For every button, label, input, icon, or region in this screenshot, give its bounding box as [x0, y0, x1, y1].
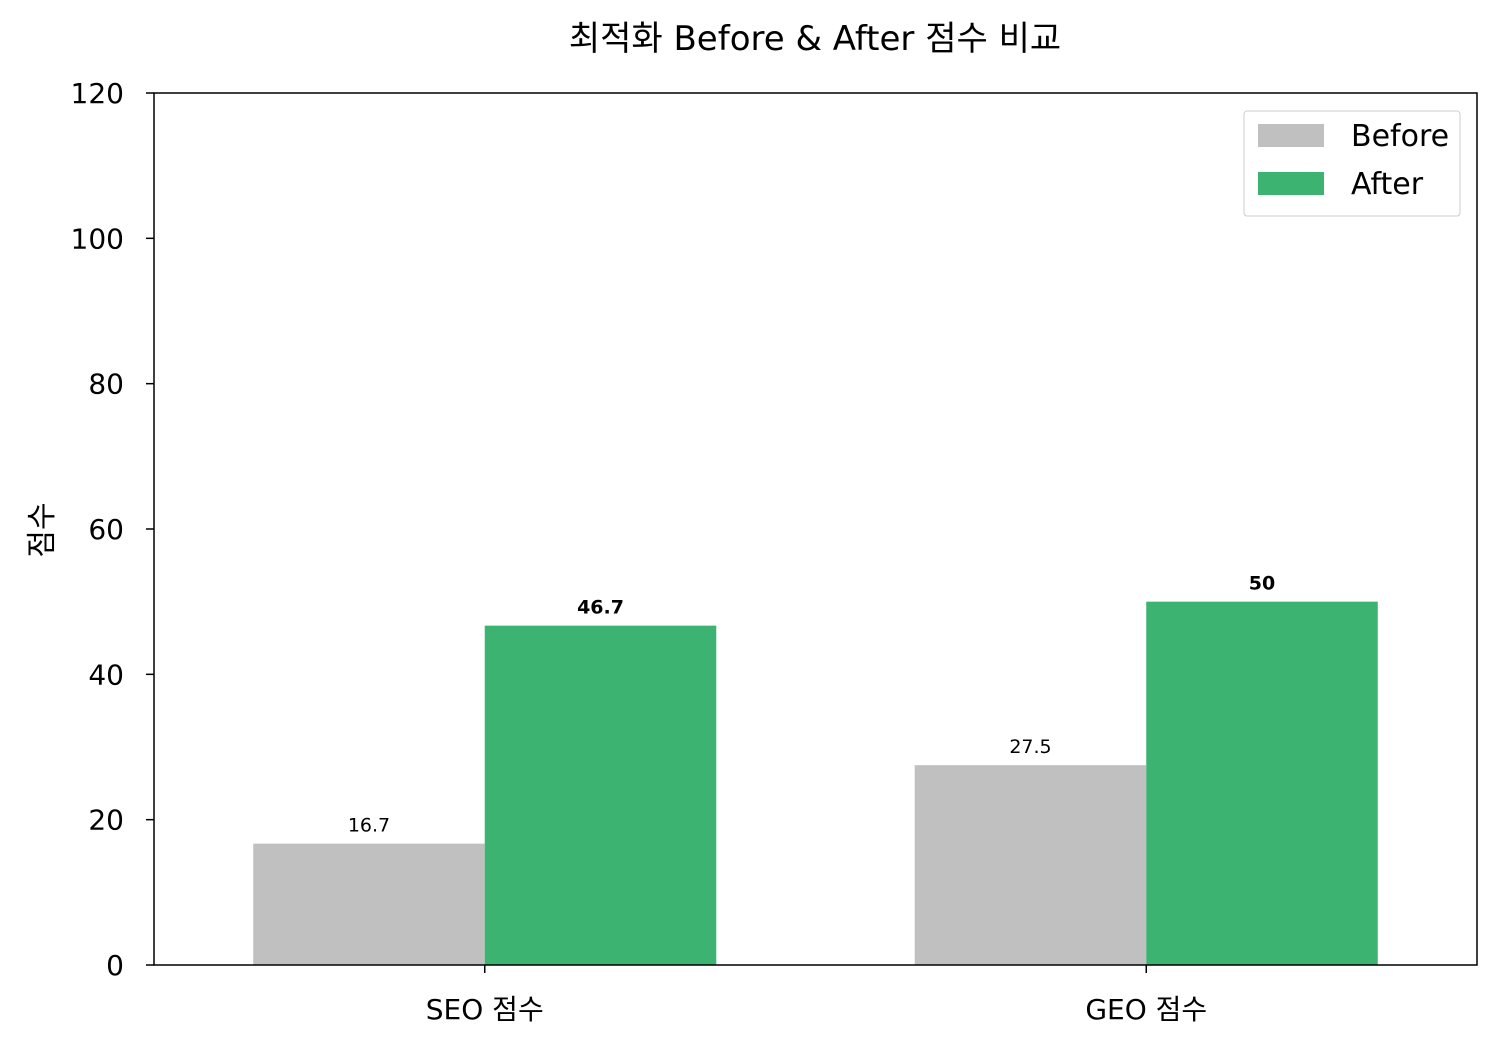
bar-after-0 — [484, 625, 717, 965]
x-tick-label-1: GEO 점수 — [1085, 993, 1207, 1026]
y-axis-label: 점수 — [25, 502, 60, 557]
legend-swatch-before — [1258, 124, 1324, 147]
bar-before-1 — [914, 765, 1147, 965]
y-tick-label-0: 0 — [106, 949, 124, 982]
bar-before-0 — [253, 843, 485, 965]
legend: Before After — [1243, 110, 1461, 217]
y-tick-label-120: 120 — [71, 77, 124, 110]
x-axis: SEO 점수 GEO 점수 — [426, 965, 1207, 1026]
y-tick-label-20: 20 — [88, 804, 124, 837]
y-tick-label-100: 100 — [71, 222, 124, 255]
bar-after-1 — [1146, 601, 1378, 965]
data-label-before-0: 16.7 — [348, 815, 390, 837]
x-tick-label-0: SEO 점수 — [426, 993, 544, 1026]
data-label-before-1: 27.5 — [1009, 736, 1051, 758]
y-tick-label-40: 40 — [88, 658, 124, 691]
y-tick-label-60: 60 — [88, 513, 124, 546]
data-label-after-1: 50 — [1249, 573, 1275, 595]
data-label-after-0: 46.7 — [577, 597, 624, 619]
legend-swatch-after — [1258, 172, 1324, 195]
y-axis: 0 20 40 60 80 100 120 — [71, 77, 154, 982]
legend-label-before: Before — [1351, 119, 1449, 154]
y-tick-label-80: 80 — [88, 368, 124, 401]
data-labels-layer: 16.7 46.7 27.5 50 — [348, 573, 1275, 837]
legend-label-after: After — [1351, 167, 1424, 202]
chart-title: 최적화 Before & After 점수 비교 — [569, 19, 1061, 59]
bars-layer — [253, 601, 1378, 965]
